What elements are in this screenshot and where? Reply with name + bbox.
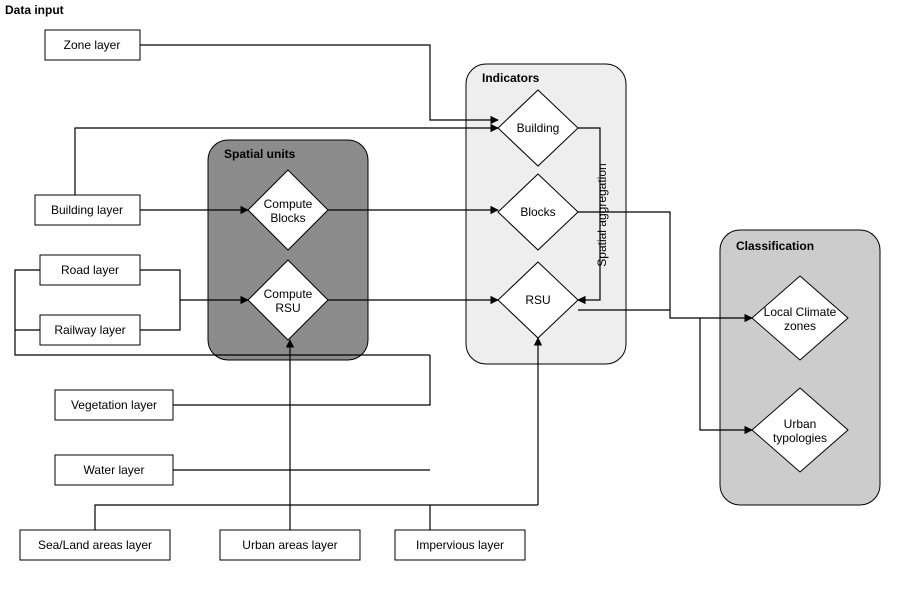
node-vegetation-layer-label: Vegetation layer [71,398,157,412]
node-compute-rsu-l2: RSU [275,301,300,315]
node-urbanareas-layer-label: Urban areas layer [242,538,337,552]
node-compute-rsu-l1: Compute [264,287,313,301]
node-compute-blocks-l1: Compute [264,197,313,211]
node-railway-layer-label: Railway layer [54,323,125,337]
node-ind-building-label: Building [517,121,560,135]
node-building-layer-label: Building layer [51,203,123,217]
node-zone-layer-label: Zone layer [64,38,121,52]
panel-classification-title: Classification [736,239,814,253]
edge-vegetation-to-bus [173,355,430,405]
node-compute-blocks-l2: Blocks [270,211,305,225]
node-ind-blocks-label: Blocks [520,205,555,219]
edge-railway-to-junction [140,300,180,330]
node-impervious-layer-label: Impervious layer [416,538,504,552]
node-water-layer-label: Water layer [84,463,145,477]
node-ut-l1: Urban [784,417,817,431]
node-lcz-l1: Local Climate [764,305,837,319]
flowchart-canvas: Data input Spatial units Indicators Clas… [0,0,897,601]
panel-spatial-units-title: Spatial units [224,147,296,161]
node-lcz-l2: zones [784,319,816,333]
node-ind-rsu-label: RSU [525,293,550,307]
aggregation-label: Spatial aggregation [595,163,609,266]
node-ut-l2: typologies [773,431,827,445]
edge-sealand-to-bus [95,505,430,530]
panel-indicators-title: Indicators [482,71,540,85]
node-road-layer-label: Road layer [61,263,119,277]
edge-zone-to-ind-building [140,45,498,120]
node-sealand-layer-label: Sea/Land areas layer [38,538,152,552]
section-title: Data input [5,3,64,17]
